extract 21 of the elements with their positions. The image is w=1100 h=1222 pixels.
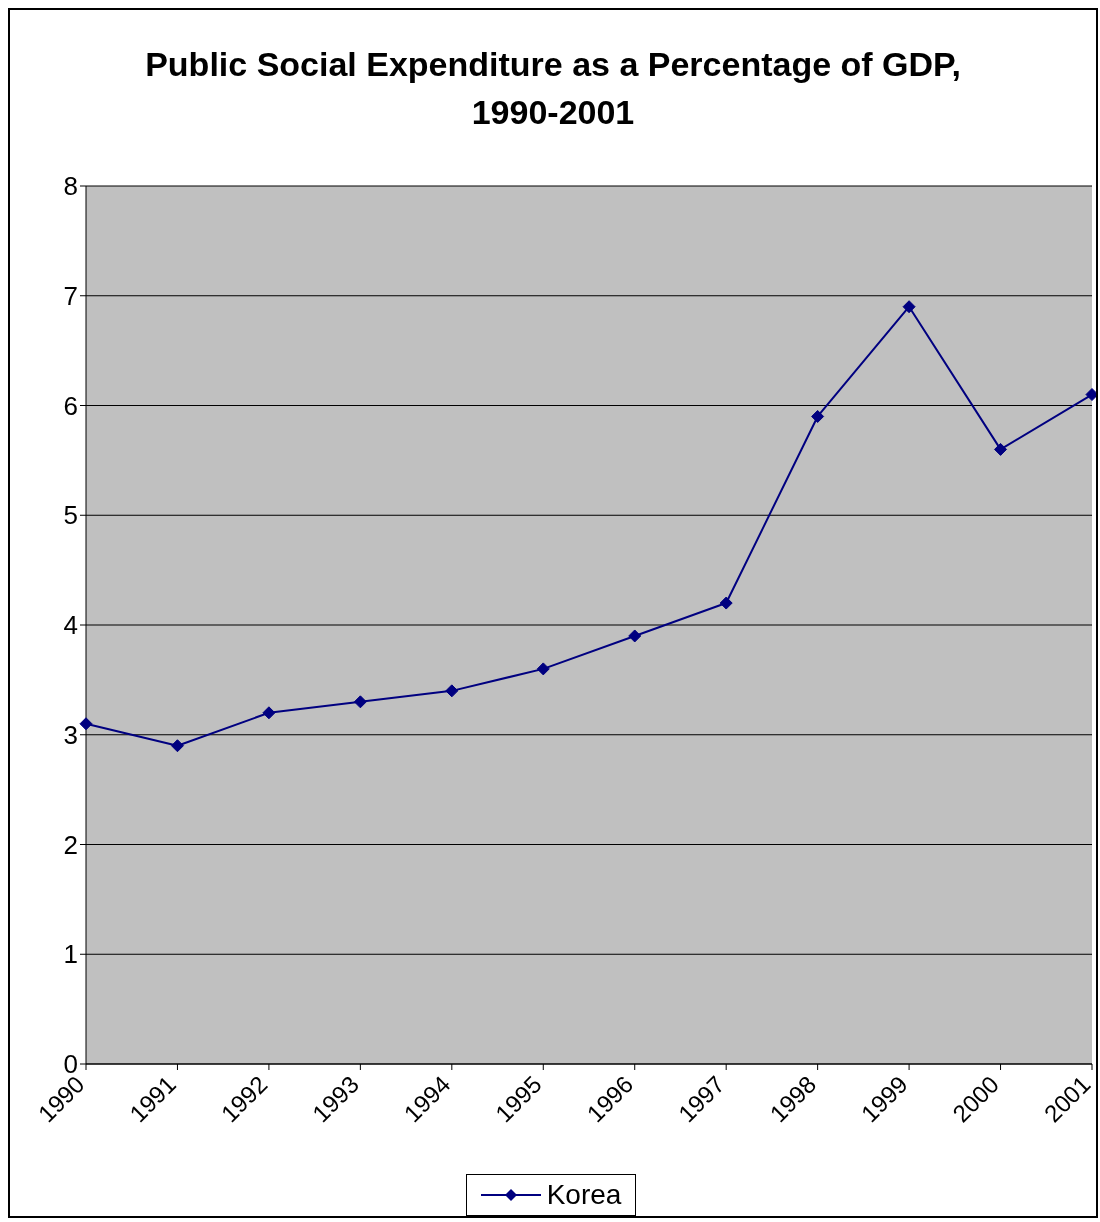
- y-tick-label: 1: [63, 939, 78, 970]
- point: [170, 739, 184, 753]
- point: [628, 629, 642, 643]
- y-tick-label: 8: [63, 171, 78, 202]
- point: [353, 695, 367, 709]
- legend-label: Korea: [545, 1179, 622, 1211]
- y-tick-label: 5: [63, 500, 78, 531]
- point: [719, 596, 733, 610]
- point: [79, 717, 93, 731]
- y-tick-label: 2: [63, 829, 78, 860]
- point: [536, 662, 550, 676]
- point: [902, 300, 916, 314]
- y-tick-label: 4: [63, 610, 78, 641]
- point: [811, 409, 825, 423]
- point: [262, 706, 276, 720]
- y-tick-label: 6: [63, 390, 78, 421]
- point: [445, 684, 459, 698]
- y-tick-label: 3: [63, 719, 78, 750]
- chart-title: Public Social Expenditure as a Percentage of GDP, 1990-2001: [144, 44, 962, 133]
- point: [994, 442, 1008, 456]
- y-tick-label: 7: [63, 280, 78, 311]
